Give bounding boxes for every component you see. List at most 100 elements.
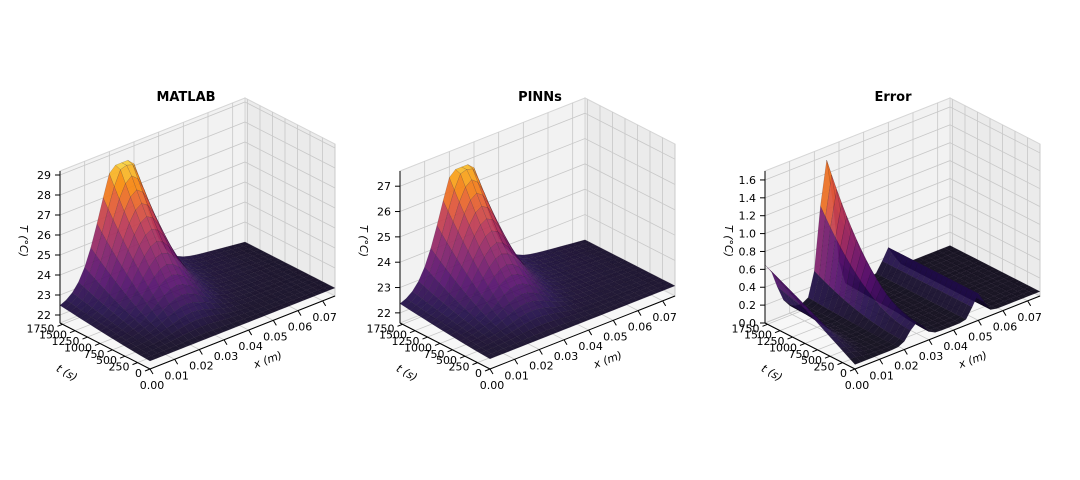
surface-patch [608,254,621,260]
z-tick-label: 24 [37,269,51,282]
surface-patch [633,267,646,273]
y-tick-label: 1250 [757,335,785,348]
x-tick-label: 0.07 [652,311,677,324]
y-tick-mark [422,336,428,340]
y-tick-label: 500 [96,354,117,367]
y-tick-mark [57,323,63,327]
x-tick-mark [149,368,154,375]
x-tick-label: 0.00 [845,379,870,392]
y-tick-label: 1750 [367,322,395,335]
y-tick-label: 1000 [64,341,92,354]
y-tick-label: 0 [840,367,847,380]
y-tick-mark [774,330,781,334]
surface-patch [973,260,986,267]
z-tick-label: 1.6 [739,174,757,187]
x-tick-label: 0.04 [578,340,603,353]
x-tick-label: 0.05 [603,330,628,343]
y-tick-mark [447,349,453,353]
x-tick-mark [879,359,884,365]
y-tick-mark [119,355,126,359]
x-tick-label: 0.01 [504,369,529,382]
x-tick-mark [174,359,179,365]
x-tick-mark [198,349,203,355]
x-tick-label: 0.01 [869,369,894,382]
y-tick-mark [762,323,768,327]
surface-patch [648,275,661,281]
z-tick-label: 24 [377,256,391,269]
x-tick-mark [514,359,519,365]
x-tick-mark [977,320,982,326]
y-tick-mark [472,362,478,366]
z-tick-label: 25 [37,249,51,262]
x-tick-mark [637,310,642,316]
z-tick-label: 27 [37,209,51,222]
x-tick-label: 0.00 [140,379,165,392]
z-tick-label: 0.2 [739,299,757,312]
z-tick-label: 0.0 [739,317,757,330]
gridline [399,112,676,187]
surface [59,160,336,362]
y-tick-label: 250 [814,361,835,374]
y-tick-mark [824,355,831,359]
y-axis-label: t (s) [759,362,785,384]
x-tick-label: 0.03 [214,350,239,363]
z-tick-label: 27 [377,180,391,193]
y-axis-label: t (s) [54,362,80,384]
y-tick-label: 1000 [769,341,797,354]
y-tick-mark [69,330,76,334]
z-tick-label: 1.0 [739,228,757,241]
y-tick-mark [837,362,843,366]
x-tick-label: 0.00 [480,379,505,392]
x-tick-mark [903,349,908,355]
subplot-matlab: 0.000.010.020.030.040.050.060.07 0 2505007… [17,90,337,392]
x-tick-mark [612,320,617,326]
y-tick-label: 750 [789,348,810,361]
surface-patch [1028,288,1041,295]
surface-patch [623,262,636,268]
x-tick-label: 0.06 [288,321,313,334]
surface-patch [993,270,1006,277]
z-tick-label: 0.6 [739,263,757,276]
y-tick-label: 1500 [39,329,67,342]
subplot-title: Error [874,90,912,105]
x-tick-mark [322,300,327,307]
y-tick-mark [132,362,138,366]
x-tick-label: 0.07 [312,311,337,324]
surface-patch [283,264,296,270]
y-tick-mark [812,349,818,353]
z-tick-label: 0.4 [739,281,757,294]
subplot-title: MATLAB [156,90,215,105]
y-tick-label: 0 [475,367,482,380]
z-tick-label: 29 [37,169,51,182]
z-axis-label: T (°C) [357,225,370,257]
surface-patch [963,255,976,261]
y-tick-mark [459,355,466,359]
y-tick-mark [397,323,403,327]
y-tick-mark [409,330,416,334]
z-tick-label: 23 [377,282,391,295]
y-tick-mark [434,342,441,346]
x-tick-label: 0.05 [263,330,288,343]
y-tick-label: 250 [449,361,470,374]
x-tick-mark [953,329,958,336]
y-tick-label: 500 [801,354,822,367]
x-tick-label: 0.03 [919,350,944,363]
y-tick-mark [787,336,793,340]
x-axis-line [854,295,1041,370]
x-tick-mark [662,300,667,307]
z-tick-label: 22 [37,309,51,322]
y-tick-label: 1750 [27,322,55,335]
x-tick-label: 0.06 [993,321,1018,334]
y-tick-label: 1000 [404,341,432,354]
x-tick-mark [272,320,277,326]
x-tick-label: 0.01 [164,369,189,382]
x-tick-mark [223,339,228,346]
x-tick-label: 0.04 [943,340,968,353]
z-tick-label: 22 [377,307,391,320]
y-tick-label: 1250 [52,335,80,348]
y-tick-mark [849,368,856,372]
subplot-error: 0.000.010.020.030.040.050.060.07 0 2505007… [722,90,1042,392]
x-tick-mark [297,310,302,316]
x-tick-mark [248,329,253,336]
x-tick-label: 0.07 [1017,311,1042,324]
